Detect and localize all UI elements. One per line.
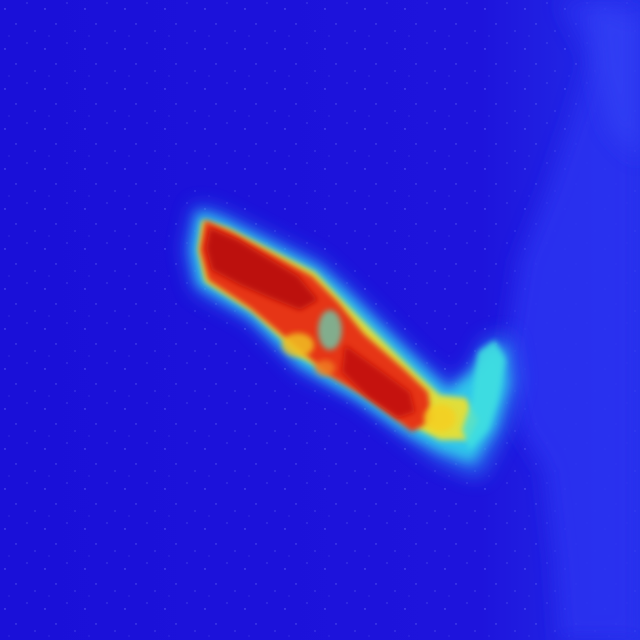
arm-hottest-core <box>206 228 318 310</box>
torso-region <box>505 0 640 640</box>
warm-spot <box>318 310 342 350</box>
warm-spot <box>315 360 335 376</box>
arm-hottest-core-2 <box>342 345 415 418</box>
warm-spot <box>282 333 314 357</box>
upper-arm-tail <box>462 340 505 450</box>
warm-spot <box>424 404 456 432</box>
torso-highlight <box>590 0 640 160</box>
